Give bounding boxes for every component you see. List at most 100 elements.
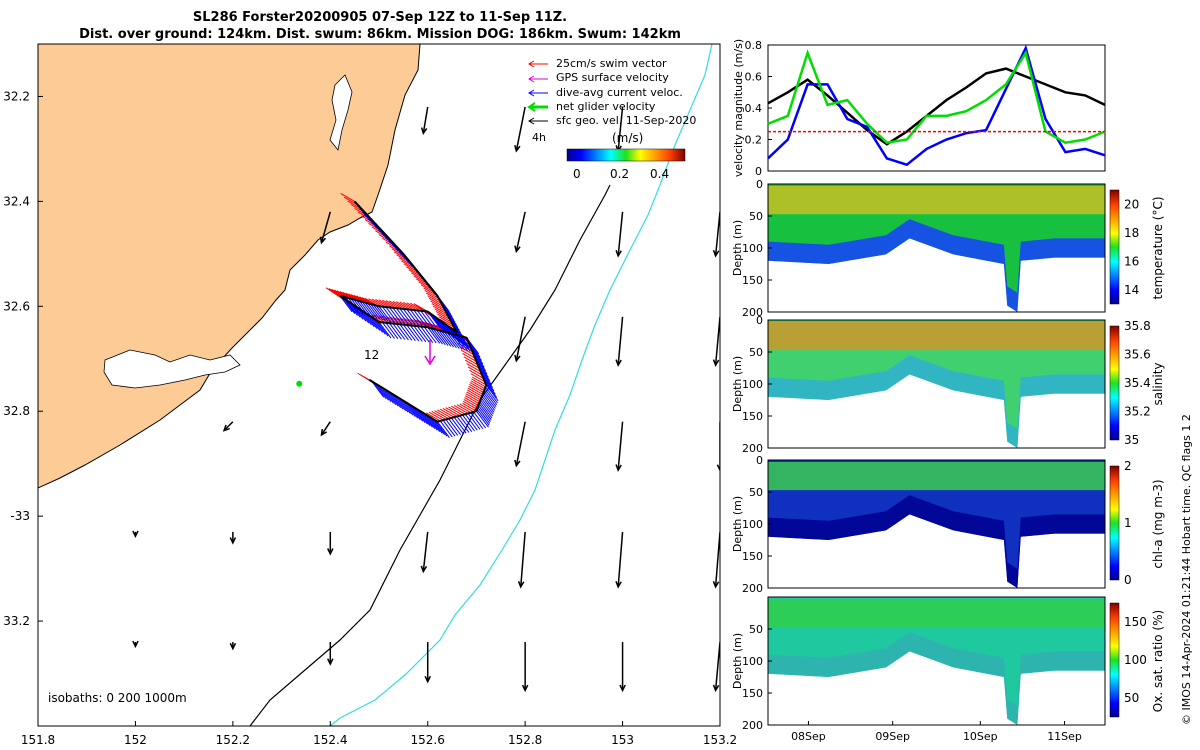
swim-vector bbox=[471, 378, 486, 388]
coastal-lake bbox=[103, 349, 241, 389]
current-vector bbox=[413, 325, 427, 343]
section-ylabel: Depth (m) bbox=[731, 220, 744, 276]
map-ytick-label: 32.2 bbox=[3, 89, 30, 103]
swim-vector bbox=[448, 406, 463, 416]
legend-dive: dive-avg current veloc. bbox=[556, 86, 683, 99]
isobath-note: isobaths: 0 200 1000m bbox=[48, 691, 187, 705]
swim-vector bbox=[392, 300, 408, 310]
swim-vector bbox=[340, 192, 355, 202]
swim-vector bbox=[435, 310, 451, 320]
geo-arrow-head bbox=[319, 236, 327, 245]
geo-arrow-shaft bbox=[714, 211, 720, 256]
section-surface-layer bbox=[768, 462, 1105, 491]
current-vector bbox=[435, 329, 449, 346]
current-vector bbox=[390, 392, 404, 410]
current-vector bbox=[376, 383, 389, 401]
current-vector bbox=[448, 418, 461, 436]
current-vector bbox=[373, 382, 387, 400]
current-vector bbox=[473, 411, 487, 429]
section-surface-layer bbox=[768, 599, 1105, 628]
swim-vector bbox=[468, 385, 483, 395]
section-ylabel: Depth (m) bbox=[731, 633, 744, 689]
colorbar-tick-label: 35.8 bbox=[1124, 319, 1151, 333]
colorbar-tick-label: 50 bbox=[1124, 691, 1139, 705]
current-vector bbox=[395, 323, 409, 341]
colorbar-tick-label: 1 bbox=[1124, 516, 1132, 530]
geo-arrow-shaft bbox=[519, 531, 526, 587]
map-panel: 12 isobaths: 0 200 1000m 151.8 152 152.2 15… bbox=[3, 43, 737, 747]
swim-vector bbox=[464, 395, 480, 405]
geo-arrow-shaft bbox=[617, 531, 624, 587]
current-vector bbox=[392, 307, 406, 325]
geo-arrow-head bbox=[716, 464, 720, 472]
swim-vector bbox=[431, 303, 447, 312]
map-ytick-label: 32.4 bbox=[3, 194, 30, 208]
imos-credit: © IMOS 14-Apr-2024 01:21:44 Hobart time.… bbox=[1180, 414, 1193, 725]
swim-vector bbox=[439, 318, 455, 328]
swim-vector bbox=[469, 382, 485, 392]
section-ytick-label: 100 bbox=[742, 518, 763, 531]
geo-arrow-head bbox=[615, 581, 622, 589]
geo-arrow-shaft bbox=[515, 421, 526, 466]
current-vector bbox=[429, 416, 443, 434]
current-vector bbox=[464, 413, 478, 431]
current-vector bbox=[434, 419, 448, 437]
legend-gps: GPS surface velocity bbox=[556, 71, 669, 84]
coastline-land bbox=[38, 44, 421, 489]
current-vector bbox=[378, 385, 392, 403]
velocity-ytick-label: 0.2 bbox=[745, 134, 763, 147]
section-ytick-label: 50 bbox=[749, 486, 763, 499]
current-vector bbox=[430, 327, 443, 345]
geo-arrow-head bbox=[712, 581, 720, 589]
map-legend: 25cm/s swim vector GPS surface velocity … bbox=[527, 57, 696, 181]
swim-vector bbox=[466, 363, 481, 372]
swim-vector bbox=[460, 349, 476, 359]
current-vector bbox=[410, 404, 424, 422]
geo-arrow-head bbox=[222, 424, 230, 432]
geo-arrow-head bbox=[320, 428, 328, 437]
section-ylabel: Depth (m) bbox=[731, 356, 744, 412]
geo-arrow-head bbox=[514, 245, 521, 254]
geo-arrow-shaft bbox=[617, 316, 624, 366]
current-vector bbox=[395, 307, 409, 325]
geo-arrow-shaft bbox=[515, 316, 526, 361]
current-vector bbox=[356, 306, 370, 324]
section-panel-oxygen: 50 100 150 200 Depth (m) 50 100 150 Ox. sat. rat… bbox=[731, 596, 1165, 743]
swim-vector bbox=[470, 380, 486, 390]
current-vector bbox=[398, 397, 411, 415]
current-vector bbox=[446, 332, 460, 349]
velocity-ytick-label: 0.4 bbox=[745, 102, 763, 115]
swim-vector bbox=[437, 313, 452, 323]
swim-vector bbox=[467, 366, 483, 376]
swim-vector bbox=[467, 389, 482, 399]
swim-vector bbox=[432, 305, 448, 315]
geo-arrow-head bbox=[712, 249, 720, 258]
section-panel-salinity: 0 50 100 150 200 Depth (m) 35 35.2 35.4 35.6 35.8 s… bbox=[731, 314, 1165, 455]
current-vector bbox=[385, 322, 399, 340]
swim-vector bbox=[445, 407, 460, 417]
section-ytick-label: 50 bbox=[749, 623, 763, 636]
current-vector bbox=[449, 332, 463, 350]
swim-vector bbox=[442, 408, 458, 417]
swim-vector bbox=[382, 299, 397, 309]
section-colorbar bbox=[1109, 602, 1120, 718]
current-vector bbox=[480, 399, 494, 417]
geo-arrow-head bbox=[615, 249, 622, 258]
current-vector bbox=[389, 322, 402, 340]
current-vector bbox=[399, 308, 413, 325]
swim-vector bbox=[437, 409, 452, 419]
isobath-200 bbox=[249, 184, 611, 726]
current-vector bbox=[402, 324, 416, 341]
section-ytick-label: 50 bbox=[749, 346, 763, 359]
colorbar-tick-label: 20 bbox=[1124, 197, 1139, 211]
section-colorbar bbox=[1109, 465, 1120, 581]
current-vector bbox=[441, 330, 455, 348]
current-vector bbox=[459, 415, 473, 433]
current-vector bbox=[416, 325, 430, 343]
map-colorbar bbox=[566, 148, 686, 162]
geo-arrow-shaft bbox=[714, 531, 720, 587]
section-ytick-label: 0 bbox=[756, 454, 763, 467]
current-vector bbox=[342, 297, 356, 314]
swim-vector bbox=[465, 393, 481, 403]
